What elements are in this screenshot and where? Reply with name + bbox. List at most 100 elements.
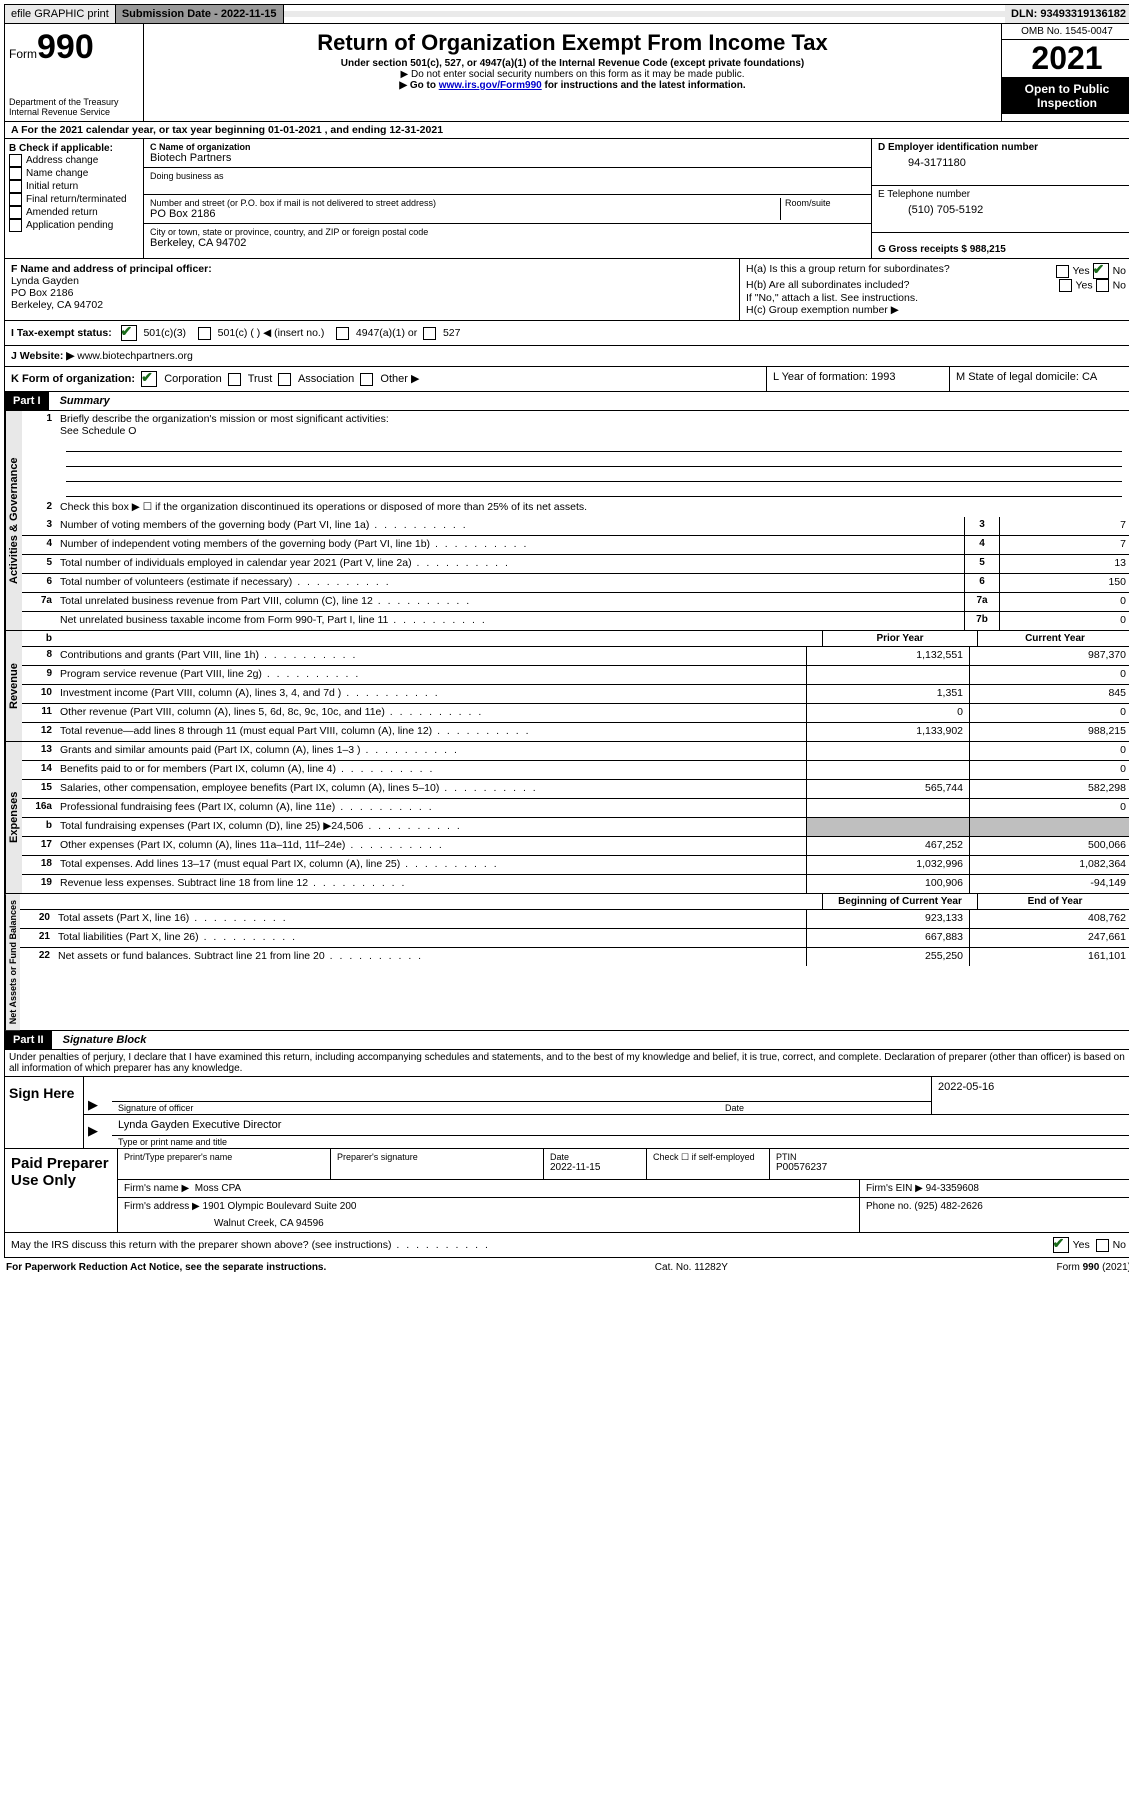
data-line: 13 Grants and similar amounts paid (Part… — [22, 742, 1129, 761]
data-line: 8 Contributions and grants (Part VIII, l… — [22, 647, 1129, 666]
vtab-rev: Revenue — [5, 631, 22, 741]
checkbox-amended[interactable] — [9, 206, 22, 219]
m-state: M State of legal domicile: CA — [950, 367, 1129, 391]
city-row: City or town, state or province, country… — [144, 224, 871, 252]
net-content: Beginning of Current Year End of Year 20… — [20, 894, 1129, 1030]
form-990-number: 990 — [37, 28, 94, 66]
gov-line: Net unrelated business taxable income fr… — [22, 612, 1129, 630]
section-a-text: A For the 2021 calendar year, or tax yea… — [11, 124, 443, 136]
data-line: 14 Benefits paid to or for members (Part… — [22, 761, 1129, 780]
part1-title: Summary — [52, 392, 118, 410]
part1-header-row: Part I Summary — [4, 392, 1129, 411]
website-val[interactable]: www.biotechpartners.org — [77, 350, 193, 362]
title-cell: Return of Organization Exempt From Incom… — [144, 24, 1002, 121]
part2-title: Signature Block — [55, 1031, 155, 1049]
f-block: F Name and address of principal officer:… — [5, 259, 740, 320]
footer-left: For Paperwork Reduction Act Notice, see … — [6, 1262, 326, 1273]
checkbox-pending[interactable] — [9, 219, 22, 232]
gov-content: 1 Briefly describe the organization's mi… — [22, 411, 1129, 630]
preparer-block: Paid Preparer Use Only Print/Type prepar… — [4, 1149, 1129, 1233]
check-corp[interactable] — [141, 371, 157, 387]
data-line: 21 Total liabilities (Part X, line 26) 6… — [20, 929, 1129, 948]
perjury-declaration: Under penalties of perjury, I declare th… — [4, 1050, 1129, 1077]
note-ssn: ▶ Do not enter social security numbers o… — [152, 69, 993, 80]
hb-note: If "No," attach a list. See instructions… — [746, 292, 1126, 304]
part2-header-row: Part II Signature Block — [4, 1031, 1129, 1050]
dln: DLN: 93493319136182 — [1005, 5, 1129, 23]
gross-receipts: G Gross receipts $ 988,215 — [878, 236, 1126, 255]
discuss-yes-check[interactable] — [1053, 1237, 1069, 1253]
checkbox-address[interactable] — [9, 154, 22, 167]
sig-date-val: 2022-05-16 — [932, 1077, 1129, 1097]
discuss-text: May the IRS discuss this return with the… — [11, 1239, 1053, 1251]
line1: 1 Briefly describe the organization's mi… — [22, 411, 1129, 499]
efile-label[interactable]: efile GRAPHIC print — [5, 5, 116, 23]
i-content: I Tax-exempt status: 501(c)(3) 501(c) ( … — [5, 321, 1129, 345]
check-final: Final return/terminated — [9, 193, 139, 206]
b-label: B Check if applicable: — [9, 143, 139, 154]
subtitle: Under section 501(c), 527, or 4947(a)(1)… — [152, 58, 993, 69]
gov-line: 4 Number of independent voting members o… — [22, 536, 1129, 555]
right-cell: OMB No. 1545-0047 2021 Open to Public In… — [1002, 24, 1129, 121]
check-address: Address change — [9, 154, 139, 167]
vtab-exp: Expenses — [5, 742, 22, 893]
check-trust[interactable] — [228, 373, 241, 386]
data-line: 12 Total revenue—add lines 8 through 11 … — [22, 723, 1129, 741]
gov-line: 6 Total number of volunteers (estimate i… — [22, 574, 1129, 593]
addr-label: Number and street (or P.O. box if mail i… — [150, 198, 776, 208]
col-c: C Name of organization Biotech Partners … — [144, 139, 872, 258]
hb-yes-check[interactable] — [1059, 279, 1072, 292]
check-4947[interactable] — [336, 327, 349, 340]
data-line: 17 Other expenses (Part IX, column (A), … — [22, 837, 1129, 856]
rev-content: b Prior Year Current Year 8 Contribution… — [22, 631, 1129, 741]
c-label: C Name of organization — [150, 142, 865, 152]
ein-label: D Employer identification number — [878, 142, 1126, 153]
page-footer: For Paperwork Reduction Act Notice, see … — [4, 1258, 1129, 1277]
ein-row: D Employer identification number 94-3171… — [872, 139, 1129, 186]
address-row: Number and street (or P.O. box if mail i… — [144, 195, 871, 224]
f-name: Lynda Gayden — [11, 275, 733, 287]
goto-pre: ▶ Go to — [399, 80, 438, 91]
officer-name: Lynda Gayden Executive Director — [112, 1115, 1129, 1136]
line2-num: 2 — [22, 499, 56, 517]
line1-val: See Schedule O — [60, 425, 136, 437]
ha-label: H(a) Is this a group return for subordin… — [746, 263, 1056, 279]
f-addr2: Berkeley, CA 94702 — [11, 299, 733, 311]
hdr-end: End of Year — [977, 894, 1129, 909]
checkbox-name[interactable] — [9, 167, 22, 180]
form-title: Return of Organization Exempt From Incom… — [152, 30, 993, 56]
topbar-spacer — [284, 11, 1006, 17]
gov-line: 5 Total number of individuals employed i… — [22, 555, 1129, 574]
city-label: City or town, state or province, country… — [150, 227, 865, 237]
data-line: 20 Total assets (Part X, line 16) 923,13… — [20, 910, 1129, 929]
check-assoc[interactable] — [278, 373, 291, 386]
data-line: 9 Program service revenue (Part VIII, li… — [22, 666, 1129, 685]
k-label: K Form of organization: — [11, 373, 135, 385]
hb-no-check[interactable] — [1096, 279, 1109, 292]
discuss-no-check[interactable] — [1096, 1239, 1109, 1252]
vtab-net: Net Assets or Fund Balances — [5, 894, 20, 1030]
data-line: 15 Salaries, other compensation, employe… — [22, 780, 1129, 799]
line1-text: Briefly describe the organization's miss… — [56, 411, 1129, 499]
top-bar: efile GRAPHIC print Submission Date - 20… — [4, 4, 1129, 24]
check-527[interactable] — [423, 327, 436, 340]
ha-yes-check[interactable] — [1056, 265, 1069, 278]
checkbox-initial[interactable] — [9, 180, 22, 193]
org-name: Biotech Partners — [150, 152, 865, 164]
data-line: 19 Revenue less expenses. Subtract line … — [22, 875, 1129, 893]
block-bcdeg: B Check if applicable: Address change Na… — [4, 139, 1129, 259]
block-fh: F Name and address of principal officer:… — [4, 259, 1129, 321]
checkbox-final[interactable] — [9, 193, 22, 206]
dba-label: Doing business as — [150, 171, 865, 181]
footer-right: Form 990 (2021) — [1057, 1262, 1129, 1273]
col-d: D Employer identification number 94-3171… — [872, 139, 1129, 258]
check-501c[interactable] — [198, 327, 211, 340]
note-goto: ▶ Go to www.irs.gov/Form990 for instruct… — [152, 80, 993, 91]
sign-content: ▶ Signature of officer Date 2022-05-16 ▶… — [83, 1077, 1129, 1148]
check-501c3[interactable] — [121, 325, 137, 341]
ha-no-check[interactable] — [1093, 263, 1109, 279]
check-other[interactable] — [360, 373, 373, 386]
type-name-label: Type or print name and title — [112, 1136, 1129, 1148]
form990-link[interactable]: www.irs.gov/Form990 — [439, 80, 542, 91]
line2: 2 Check this box ▶ ☐ if the organization… — [22, 499, 1129, 517]
